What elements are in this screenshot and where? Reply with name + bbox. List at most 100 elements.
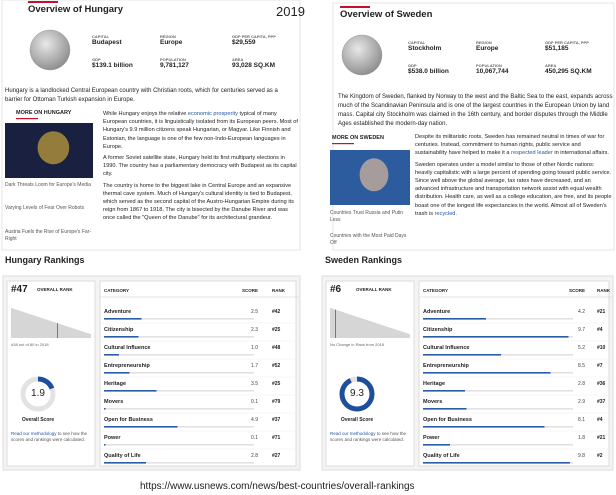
distribution-bar [77, 329, 78, 338]
distribution-bar [339, 310, 340, 338]
distribution-bar [343, 312, 344, 338]
article-link[interactable]: Countries Trust Russia and Putin Less [330, 210, 404, 223]
category-name: Quality of Life [104, 453, 141, 459]
distribution-bar [331, 308, 332, 338]
overview-title: Overview of Hungary [28, 4, 124, 15]
article-link[interactable]: Countries with the Most Paid Days Off [330, 233, 407, 246]
distribution-bar [362, 318, 363, 338]
distribution-bar [73, 328, 74, 338]
distribution-bar [66, 326, 67, 338]
distribution-bar [400, 331, 401, 338]
article-link[interactable]: Dark Threats Loom for Europe's Media [5, 182, 91, 188]
inline-link[interactable]: Read our methodology [11, 431, 57, 436]
score-bar [423, 318, 486, 320]
score-bar [423, 444, 450, 446]
distribution-bar [368, 320, 369, 338]
distribution-bar [395, 329, 396, 338]
inline-link[interactable]: Read our methodology [330, 431, 376, 436]
category-name: Movers [423, 399, 443, 405]
overall-rank: #47 [11, 284, 28, 295]
distribution-bar [405, 332, 406, 338]
stat-value: Europe [160, 39, 183, 46]
distribution-bar [336, 309, 337, 338]
title-accent [28, 1, 58, 3]
category-name: Heritage [423, 381, 446, 387]
distribution-bar [346, 313, 347, 338]
distribution-bar [47, 319, 48, 338]
category-score: 2.9 [578, 399, 585, 405]
distribution-bar [60, 324, 61, 338]
distribution-bar [37, 316, 38, 338]
distribution-bar [64, 325, 65, 338]
distribution-bar [76, 329, 77, 338]
score-track [104, 318, 254, 320]
article-link[interactable]: Varying Levels of Fear Over Robots [5, 205, 85, 211]
distribution-bar [15, 309, 16, 338]
category-rank: #48 [272, 345, 281, 351]
category-score: 4.9 [251, 417, 258, 423]
distribution-bar [345, 312, 346, 338]
category-name: Adventure [104, 309, 132, 315]
inline-link[interactable]: recycled. [434, 210, 457, 217]
distribution-bar [61, 324, 62, 338]
more-heading: MORE ON HUNGARY [16, 110, 72, 116]
category-name: Power [104, 435, 121, 441]
distribution-bar [12, 308, 13, 338]
score-track [104, 336, 254, 338]
distribution-bar [378, 323, 379, 338]
inline-link[interactable]: economic prosperity [187, 111, 238, 117]
category-name: Quality of Life [423, 453, 460, 459]
distribution-bar [403, 332, 404, 338]
distribution-bar [385, 326, 386, 338]
category-rank: #79 [272, 399, 281, 405]
category-rank: #36 [597, 381, 606, 387]
distribution-bar [18, 310, 19, 338]
category-rank: #52 [272, 363, 281, 369]
article-link[interactable]: Austria Fuels the Rise of Europe's Far-R… [5, 229, 91, 242]
distribution-bar [357, 316, 358, 338]
distribution-bar [381, 324, 382, 338]
category-name: Heritage [104, 381, 127, 387]
overview-panel [332, 2, 615, 251]
category-score: 1.7 [251, 363, 258, 369]
distribution-bar [52, 321, 53, 338]
paragraph: While Hungary enjoys the relative econom… [103, 110, 298, 151]
score-bar [104, 372, 130, 374]
distribution-bar [350, 314, 351, 338]
stat-label: GDP [408, 63, 417, 68]
distribution-bar [90, 334, 91, 338]
distribution-bar [29, 313, 30, 338]
category-score: 1.8 [578, 435, 585, 441]
distribution-bar [33, 315, 34, 338]
photo-detail [37, 131, 70, 165]
inline-link[interactable]: respected leader [511, 150, 553, 157]
stat-value: Stockholm [408, 45, 442, 52]
category-name: Power [423, 435, 440, 441]
distribution-bar [399, 330, 400, 338]
stat-value: 9,781,127 [160, 62, 189, 69]
text-run: Sweden operates under a model similar to… [415, 161, 612, 217]
category-rank: #10 [597, 345, 606, 351]
score-bar [104, 390, 157, 392]
distribution-bar [11, 308, 12, 338]
distribution-bar [407, 333, 408, 338]
distribution-bar [68, 326, 69, 338]
distribution-bar [20, 310, 21, 338]
distribution-bar [31, 314, 32, 338]
distribution-bar [337, 310, 338, 338]
category-score: 2.3 [251, 327, 258, 333]
distribution-bar [62, 324, 63, 338]
distribution-bar [356, 316, 357, 338]
score-bar [104, 462, 146, 464]
distribution-bar [408, 333, 409, 338]
category-score: 8.5 [578, 363, 585, 369]
column-header: SCORE [568, 288, 585, 293]
distribution-bar [65, 325, 66, 338]
distribution-bar [347, 313, 348, 338]
column-header: CATEGORY [423, 288, 449, 293]
distribution-bar [85, 332, 86, 338]
distribution-bar [398, 330, 399, 338]
score-bar [104, 408, 106, 410]
distribution-bar [81, 331, 82, 338]
